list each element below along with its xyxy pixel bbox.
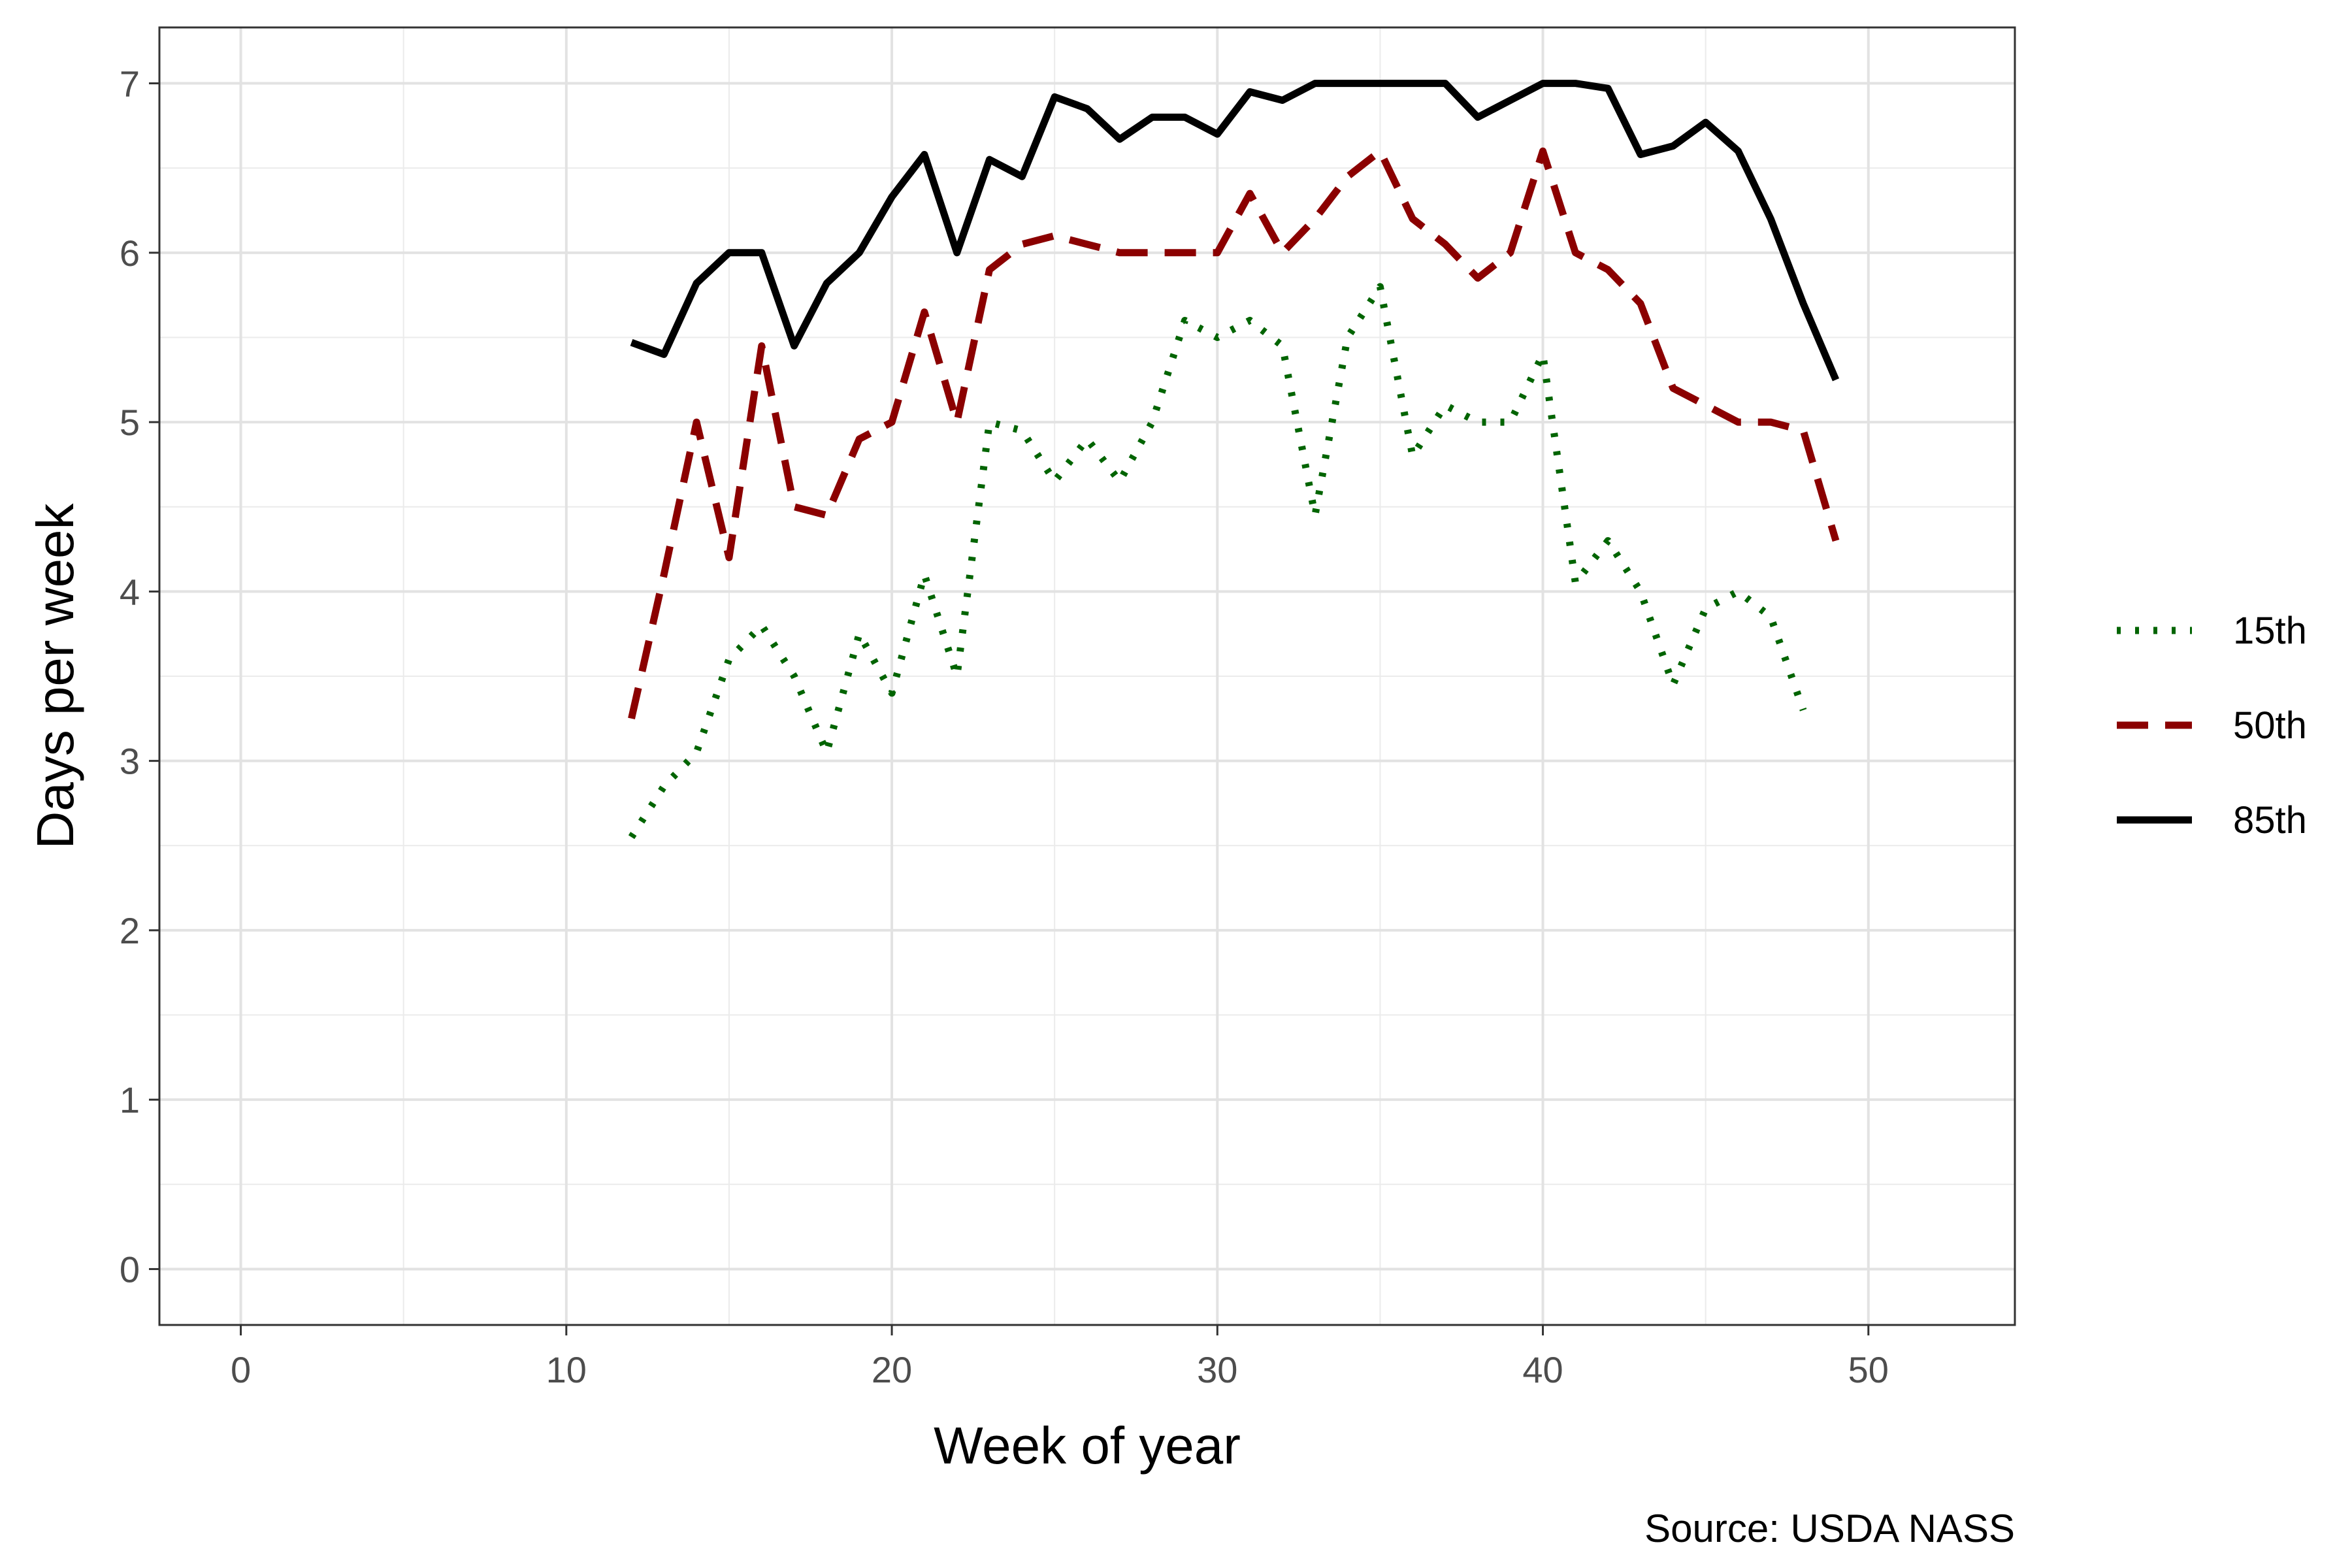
series-layer	[628, 80, 1840, 840]
x-tick-label: 30	[1197, 1349, 1237, 1390]
y-axis: 0 1 2 3 4 5 6 7	[120, 63, 159, 1290]
x-tick-label: 50	[1848, 1349, 1889, 1390]
y-tick-label: 3	[120, 741, 140, 782]
y-tick-label: 2	[120, 910, 140, 951]
x-tick-label: 20	[872, 1349, 912, 1390]
major-gridlines	[159, 27, 2015, 1325]
y-tick-label: 5	[120, 402, 140, 443]
series-line-15th	[628, 283, 1807, 840]
series-line-85th	[630, 80, 1840, 382]
x-axis-title: Week of year	[934, 1416, 1241, 1475]
minor-gridlines	[159, 27, 2015, 1325]
y-axis-title: Days per week	[26, 502, 84, 849]
legend: 15th 50th 85th	[2117, 610, 2307, 841]
panel-border	[158, 26, 2016, 1326]
x-tick-label: 10	[546, 1349, 587, 1390]
caption: Source: USDA NASS	[1644, 1507, 2015, 1550]
x-tick-label: 0	[231, 1349, 251, 1390]
x-axis: 0 10 20 30 40 50	[231, 1325, 1889, 1390]
y-tick-label: 0	[120, 1249, 140, 1290]
y-tick-label: 6	[120, 233, 140, 274]
series-line-50th	[628, 147, 1840, 720]
y-tick-label: 7	[120, 63, 140, 105]
legend-label-50th: 50th	[2233, 704, 2307, 747]
legend-label-85th: 85th	[2233, 799, 2307, 841]
legend-label-15th: 15th	[2233, 610, 2307, 652]
x-tick-label: 40	[1522, 1349, 1563, 1390]
y-tick-label: 4	[120, 571, 140, 612]
y-tick-label: 1	[120, 1079, 140, 1120]
